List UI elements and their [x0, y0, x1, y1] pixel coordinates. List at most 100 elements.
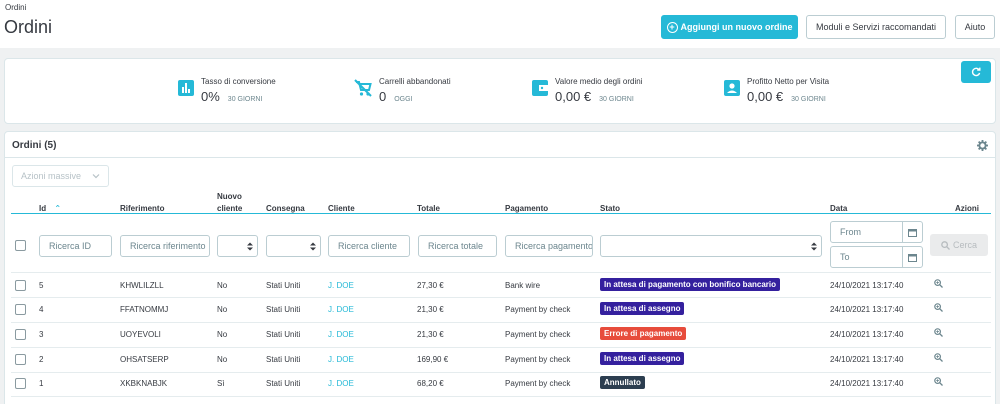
- kpi-period: 30 GIORNI: [599, 96, 634, 103]
- kpi-net-profit[interactable]: Profitto Netto per Visita 0,00 € 30 GIOR…: [724, 77, 829, 104]
- reference-filter-input[interactable]: Ricerca riferimento: [120, 235, 210, 257]
- order-payment: Bank wire: [505, 281, 541, 290]
- refresh-icon: [971, 67, 981, 77]
- payment-filter-input[interactable]: Ricerca pagamento: [505, 235, 593, 257]
- order-id: 1: [39, 379, 44, 388]
- modules-label: Moduli e Servizi raccomandati: [815, 22, 937, 32]
- date-from-input[interactable]: From: [830, 221, 923, 243]
- customer-link[interactable]: J. DOE: [328, 379, 354, 388]
- row-checkbox[interactable]: [15, 378, 26, 389]
- row-divider: [11, 272, 991, 273]
- status-badge[interactable]: Annullato: [600, 376, 645, 389]
- row-checkbox[interactable]: [15, 280, 26, 291]
- row-divider: [11, 347, 991, 348]
- col-payment[interactable]: Pagamento: [505, 204, 549, 213]
- customer-link[interactable]: J. DOE: [328, 281, 354, 290]
- status-select[interactable]: [600, 235, 822, 257]
- page-header: Ordini Ordini + Aggiungi un nuovo ordine…: [0, 0, 1000, 48]
- order-new-client: No: [217, 330, 228, 339]
- date-to-label: To: [840, 252, 850, 262]
- bulk-actions-dropdown[interactable]: Azioni massive: [12, 165, 109, 187]
- col-total[interactable]: Totale: [417, 204, 440, 213]
- refresh-button[interactable]: [961, 61, 991, 83]
- order-date: 24/10/2021 13:17:40: [830, 330, 904, 339]
- status-badge[interactable]: In attesa di assegno: [600, 302, 685, 315]
- order-date: 24/10/2021 13:17:40: [830, 355, 904, 364]
- order-reference: FFATNOMMJ: [120, 305, 169, 314]
- order-payment: Payment by check: [505, 355, 571, 364]
- customer-link[interactable]: J. DOE: [328, 355, 354, 364]
- delivery-select[interactable]: [266, 235, 321, 257]
- view-order-icon[interactable]: [934, 279, 943, 288]
- order-payment: Payment by check: [505, 379, 571, 388]
- account-box-icon: [724, 80, 740, 96]
- status-badge[interactable]: Errore di pagamento: [600, 327, 687, 340]
- kpi-value: 0: [379, 89, 387, 104]
- col-date[interactable]: Data: [830, 204, 848, 213]
- select-arrows-icon: [811, 242, 817, 251]
- col-status[interactable]: Stato: [600, 204, 620, 213]
- col-reference[interactable]: Riferimento: [120, 204, 165, 213]
- view-order-icon[interactable]: [934, 353, 943, 362]
- status-badge[interactable]: In attesa di assegno: [600, 352, 685, 365]
- total-filter-input[interactable]: Ricerca totale: [418, 235, 497, 257]
- col-new-client-line1[interactable]: Nuovo: [217, 192, 242, 201]
- order-delivery: Stati Uniti: [266, 330, 301, 339]
- order-delivery: Stati Uniti: [266, 379, 301, 388]
- kpi-label: Profitto Netto per Visita: [747, 77, 830, 86]
- kpi-period: OGGI: [394, 96, 413, 103]
- sort-up-icon[interactable]: ⌃: [54, 204, 62, 213]
- kpi-abandoned-carts[interactable]: Carrelli abbandonati 0 OGGI: [354, 77, 451, 104]
- status-badge[interactable]: In attesa di pagamento con bonifico banc…: [600, 278, 781, 291]
- view-order-icon[interactable]: [934, 328, 943, 337]
- chart-bars-icon: [178, 80, 194, 96]
- calendar-icon[interactable]: [902, 222, 922, 242]
- search-button-label: Cerca: [952, 240, 977, 250]
- order-new-client: No: [217, 355, 228, 364]
- view-order-icon[interactable]: [934, 303, 943, 312]
- row-divider: [11, 372, 991, 373]
- order-id: 3: [39, 330, 44, 339]
- new-client-select[interactable]: [217, 235, 258, 257]
- add-order-label: Aggiungi un nuovo ordine: [680, 22, 793, 32]
- col-new-client-line2[interactable]: cliente: [217, 204, 243, 213]
- customer-link[interactable]: J. DOE: [328, 330, 354, 339]
- kpi-label: Carrelli abbandonati: [379, 77, 451, 86]
- kpi-average-order[interactable]: Valore medio degli ordini 0,00 € 30 GIOR…: [532, 77, 642, 104]
- order-payment: Payment by check: [505, 305, 571, 314]
- calendar-icon[interactable]: [902, 247, 922, 267]
- modules-button[interactable]: Moduli e Servizi raccomandati: [806, 15, 946, 39]
- order-total: 169,90 €: [417, 355, 449, 364]
- help-label: Aiuto: [964, 22, 986, 32]
- col-actions: Azioni: [955, 204, 979, 213]
- date-to-input[interactable]: To: [830, 246, 923, 268]
- row-checkbox[interactable]: [15, 354, 26, 365]
- order-date: 24/10/2021 13:17:40: [830, 305, 904, 314]
- customer-filter-input[interactable]: Ricerca cliente: [328, 235, 410, 257]
- row-checkbox[interactable]: [15, 329, 26, 340]
- col-delivery[interactable]: Consegna: [266, 204, 305, 213]
- order-payment: Payment by check: [505, 330, 571, 339]
- search-button[interactable]: Cerca: [930, 234, 988, 256]
- view-order-icon[interactable]: [934, 377, 943, 386]
- order-delivery: Stati Uniti: [266, 305, 301, 314]
- id-filter-input[interactable]: Ricerca ID: [39, 235, 112, 257]
- col-customer[interactable]: Cliente: [328, 204, 355, 213]
- add-order-button[interactable]: + Aggiungi un nuovo ordine: [661, 15, 798, 39]
- kpi-conversion[interactable]: Tasso di conversione 0% 30 GIORNI: [178, 77, 276, 104]
- orders-title: Ordini (5): [12, 140, 57, 151]
- kpi-value: 0,00 €: [747, 89, 784, 104]
- customer-link[interactable]: J. DOE: [328, 305, 354, 314]
- kpi-card: Tasso di conversione 0% 30 GIORNI Carrel…: [4, 58, 996, 124]
- kpi-label: Valore medio degli ordini: [555, 77, 643, 86]
- gear-icon[interactable]: [977, 140, 988, 151]
- help-button[interactable]: Aiuto: [955, 15, 995, 39]
- row-divider: [11, 396, 991, 397]
- breadcrumb[interactable]: Ordini: [5, 3, 27, 12]
- row-checkbox[interactable]: [15, 304, 26, 315]
- select-all-checkbox[interactable]: [15, 240, 26, 251]
- select-arrows-icon: [310, 242, 316, 251]
- select-arrows-icon: [247, 242, 253, 251]
- cart-off-icon: [354, 79, 372, 97]
- col-id[interactable]: Id ⌃: [39, 204, 61, 213]
